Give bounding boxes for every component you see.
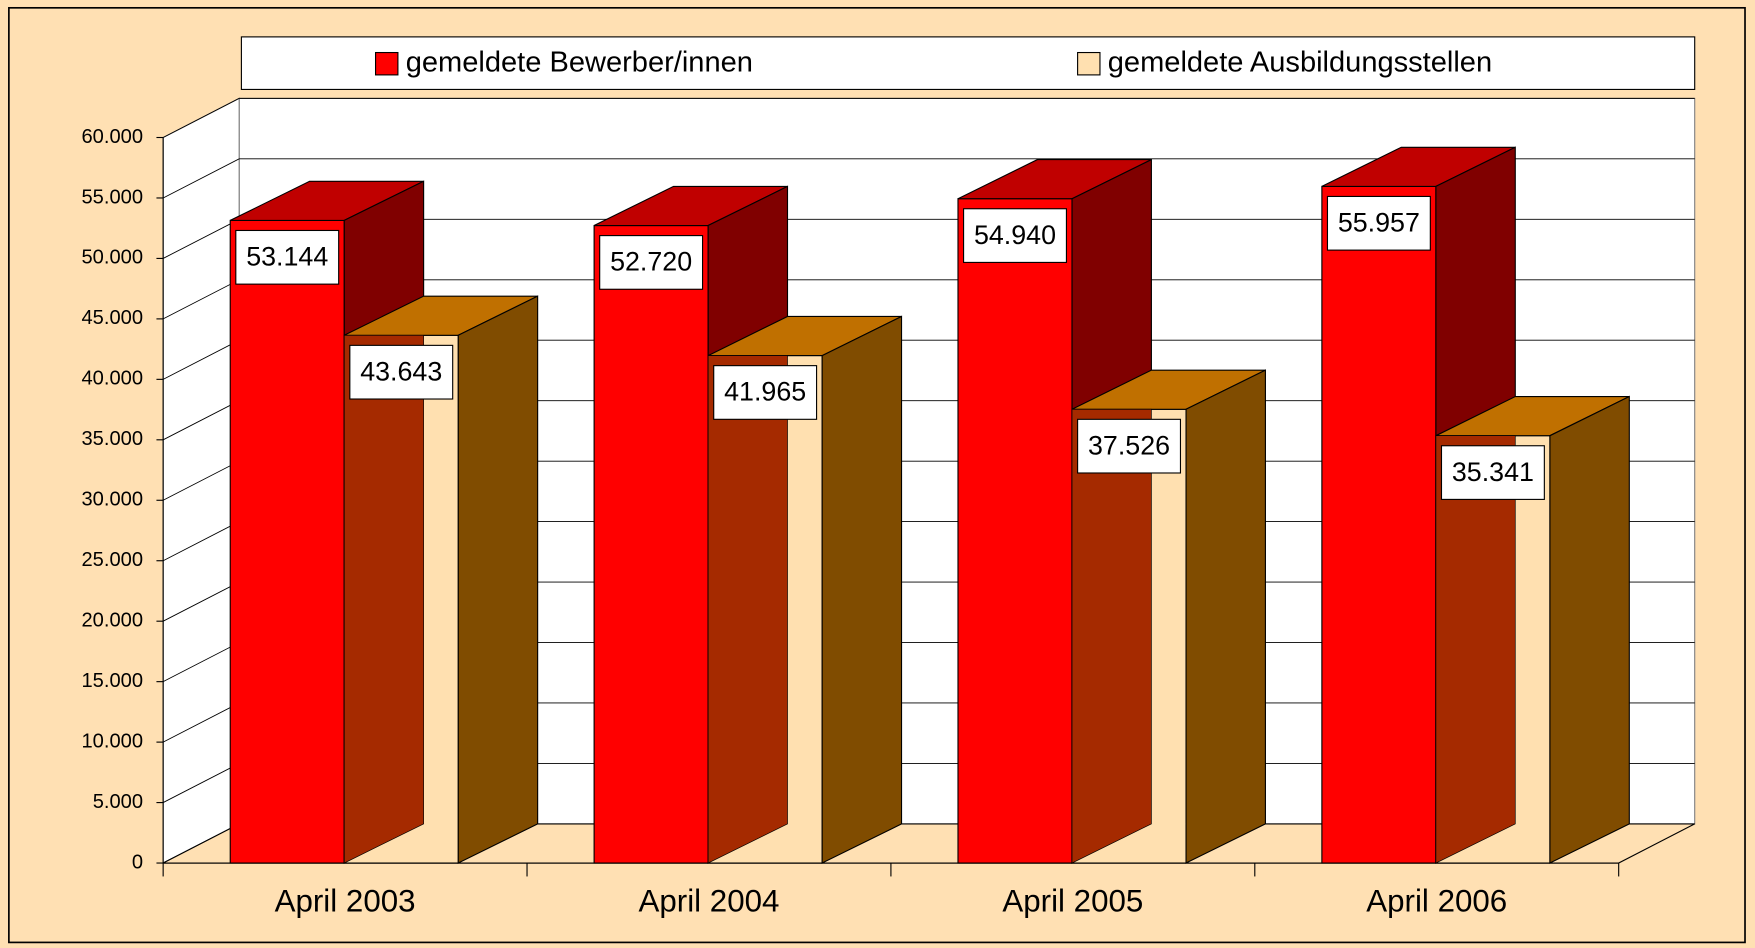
- bar-side: [457, 295, 539, 864]
- value-label-box: [713, 365, 818, 420]
- grid-line: [162, 97, 1695, 138]
- y-tick-label: 40.000: [82, 368, 144, 390]
- y-tick-label: 35.000: [82, 428, 144, 450]
- x-tick-label: April 2006: [1366, 884, 1507, 919]
- value-label: 53.144: [246, 242, 328, 272]
- x-tick-label: April 2003: [275, 884, 416, 919]
- value-label: 43.643: [360, 356, 442, 386]
- grid-line: [162, 158, 1695, 199]
- bar-side-shade: [1071, 408, 1152, 864]
- y-tick-label: 45.000: [82, 307, 144, 329]
- bar-side-shade: [707, 355, 788, 864]
- x-tick-label: April 2004: [639, 884, 780, 919]
- value-label-box: [599, 235, 704, 290]
- bar-front: [229, 219, 345, 864]
- x-tick-label: April 2005: [1002, 884, 1143, 919]
- y-tick-label: 25.000: [82, 549, 144, 571]
- value-label: 52.720: [610, 247, 692, 277]
- value-label-box: [235, 229, 340, 285]
- bar-side: [821, 315, 903, 864]
- bar-front: [593, 224, 709, 864]
- bar-side-shade: [1435, 435, 1516, 864]
- y-tick-label: 10.000: [82, 730, 144, 752]
- bar-side-shade: [343, 334, 424, 864]
- legend-box: [240, 36, 1696, 90]
- value-label: 54.940: [974, 220, 1056, 250]
- y-tick-label: 15.000: [82, 670, 144, 692]
- value-label-box: [1326, 195, 1431, 251]
- value-label-box: [1440, 445, 1545, 500]
- value-label: 35.341: [1452, 457, 1534, 487]
- value-label: 41.965: [724, 377, 806, 407]
- y-tick-label: 55.000: [82, 186, 144, 208]
- bar-side: [1549, 395, 1630, 864]
- y-tick-label: 0: [132, 851, 143, 873]
- value-label: 37.526: [1088, 430, 1170, 460]
- y-tick-label: 50.000: [82, 247, 144, 269]
- legend-label: gemeldete Ausbildungsstellen: [1108, 46, 1492, 78]
- value-label-box: [349, 344, 454, 400]
- bar-front: [957, 198, 1073, 864]
- y-tick-label: 60.000: [82, 126, 144, 148]
- value-label-box: [1077, 418, 1182, 474]
- value-label: 55.957: [1338, 207, 1420, 237]
- y-tick-label: 30.000: [82, 489, 144, 511]
- y-tick-label: 20.000: [82, 610, 144, 632]
- bar-front: [1321, 185, 1437, 864]
- chart-border: [8, 6, 1746, 944]
- value-label-box: [963, 208, 1067, 263]
- y-tick-label: 5.000: [93, 791, 143, 813]
- legend-label: gemeldete Bewerber/innen: [406, 46, 753, 78]
- legend-swatch: [374, 51, 399, 76]
- legend-swatch: [1077, 51, 1101, 76]
- bar-side: [1185, 369, 1266, 864]
